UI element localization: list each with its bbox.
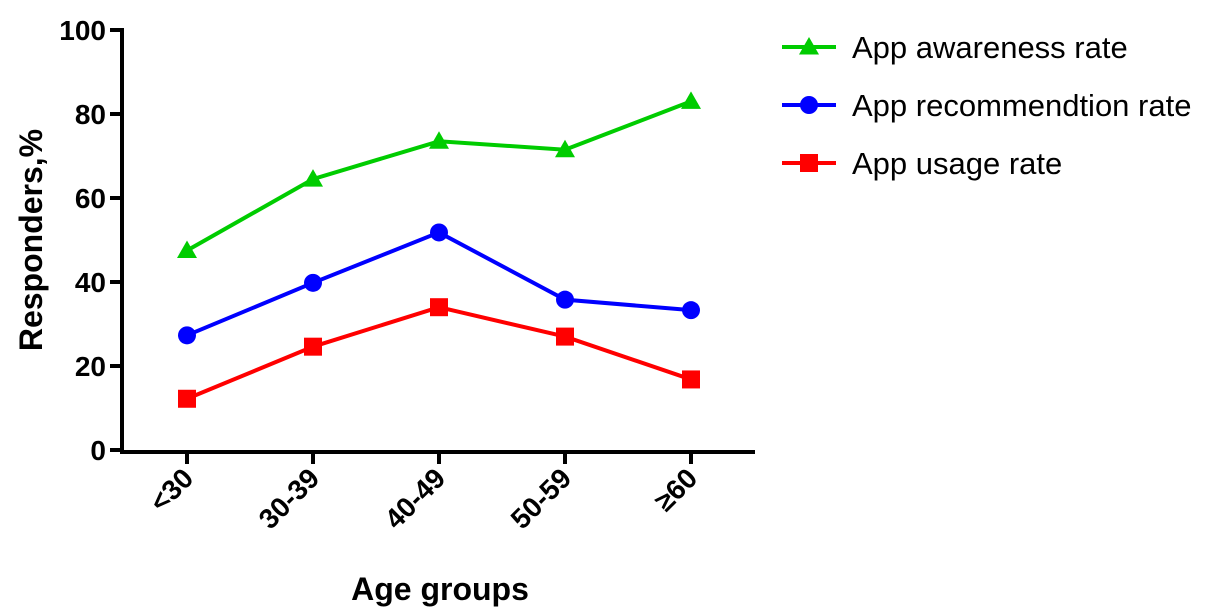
data-point-triangle: [303, 169, 323, 187]
series-triangle: [177, 91, 701, 258]
data-point-square: [304, 337, 322, 356]
data-point-square: [682, 370, 700, 389]
x-tick-label: 40-49: [379, 462, 452, 535]
y-tick-label: 80: [75, 99, 106, 130]
series-lines: [177, 91, 701, 408]
series-square: [178, 298, 700, 408]
data-point-triangle: [429, 131, 449, 149]
legend-marker-circle: [800, 96, 818, 114]
legend-label: App awareness rate: [852, 30, 1128, 65]
legend-item: App usage rate: [782, 146, 1062, 181]
x-tick-label: 50-59: [505, 462, 578, 535]
axes: 0 20 40 60 80 100 <30 30-39 40-49 50-59 ≥60: [59, 15, 755, 535]
legend-label: App recommendtion rate: [852, 88, 1191, 123]
legend-item: App awareness rate: [782, 30, 1128, 65]
x-tick-label: 30-39: [253, 462, 326, 535]
y-tick-label: 0: [90, 435, 106, 466]
data-point-triangle: [681, 91, 701, 109]
data-point-circle: [304, 273, 322, 292]
y-tick-label: 40: [75, 267, 106, 298]
data-point-square: [178, 389, 196, 408]
data-point-triangle: [177, 240, 197, 258]
series-circle: [178, 223, 700, 345]
data-point-circle: [556, 290, 574, 309]
y-tick-label: 60: [75, 183, 106, 214]
y-tick-label: 20: [75, 351, 106, 382]
x-axis-title: Age groups: [351, 571, 529, 607]
data-point-square: [556, 327, 574, 346]
series-line: [186, 305, 692, 401]
x-tick-label: ≥60: [648, 462, 703, 517]
legend-marker-square: [800, 154, 818, 172]
data-point-triangle: [555, 139, 575, 158]
data-point-square: [430, 298, 448, 317]
legend-marker-triangle: [799, 37, 819, 55]
y-axis-title: Responders,%: [13, 129, 49, 351]
series-line: [186, 230, 692, 338]
y-tick-label: 100: [59, 15, 106, 46]
data-point-circle: [178, 326, 196, 345]
data-point-circle: [682, 301, 700, 320]
legend-item: App recommendtion rate: [782, 88, 1191, 123]
data-point-circle: [430, 223, 448, 242]
legend: App awareness rate App recommendtion rate…: [782, 30, 1191, 181]
x-tick-label: <30: [144, 462, 200, 518]
legend-label: App usage rate: [852, 146, 1062, 181]
